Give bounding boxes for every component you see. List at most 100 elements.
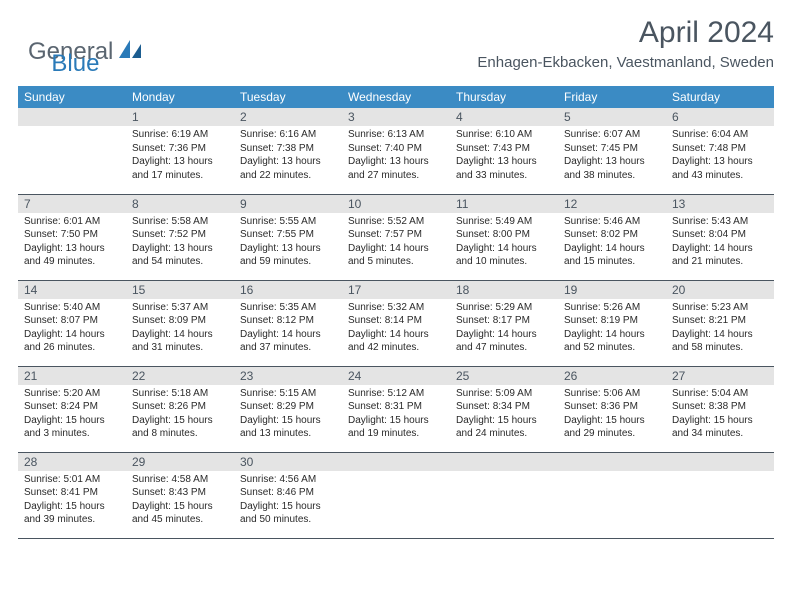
calendar-day-cell: 20Sunrise: 5:23 AMSunset: 8:21 PMDayligh…	[666, 280, 774, 366]
sunrise-text: Sunrise: 5:49 AM	[456, 215, 552, 229]
day-details: Sunrise: 5:06 AMSunset: 8:36 PMDaylight:…	[558, 385, 666, 445]
sunrise-text: Sunrise: 5:52 AM	[348, 215, 444, 229]
day-details: Sunrise: 5:20 AMSunset: 8:24 PMDaylight:…	[18, 385, 126, 445]
sunrise-text: Sunrise: 5:32 AM	[348, 301, 444, 315]
sunset-text: Sunset: 7:55 PM	[240, 228, 336, 242]
daylight-text: Daylight: 14 hours and 10 minutes.	[456, 242, 552, 269]
day-number: 13	[666, 195, 774, 213]
day-number: 2	[234, 108, 342, 126]
logo-word2: Blue	[51, 50, 99, 78]
day-details: Sunrise: 5:49 AMSunset: 8:00 PMDaylight:…	[450, 213, 558, 273]
daylight-text: Daylight: 15 hours and 13 minutes.	[240, 414, 336, 441]
calendar-day-cell	[666, 452, 774, 538]
day-number: 29	[126, 453, 234, 471]
daylight-text: Daylight: 15 hours and 8 minutes.	[132, 414, 228, 441]
day-number: 17	[342, 281, 450, 299]
calendar-day-cell: 11Sunrise: 5:49 AMSunset: 8:00 PMDayligh…	[450, 194, 558, 280]
sunrise-text: Sunrise: 5:46 AM	[564, 215, 660, 229]
daylight-text: Daylight: 14 hours and 5 minutes.	[348, 242, 444, 269]
daylight-text: Daylight: 13 hours and 17 minutes.	[132, 155, 228, 182]
calendar-day-cell: 3Sunrise: 6:13 AMSunset: 7:40 PMDaylight…	[342, 108, 450, 194]
sunset-text: Sunset: 8:29 PM	[240, 400, 336, 414]
month-title: April 2024	[477, 16, 774, 50]
day-number: 18	[450, 281, 558, 299]
day-details: Sunrise: 5:40 AMSunset: 8:07 PMDaylight:…	[18, 299, 126, 359]
day-number: 4	[450, 108, 558, 126]
calendar-day-cell: 9Sunrise: 5:55 AMSunset: 7:55 PMDaylight…	[234, 194, 342, 280]
sunset-text: Sunset: 8:41 PM	[24, 486, 120, 500]
day-number	[558, 453, 666, 471]
sunrise-text: Sunrise: 5:12 AM	[348, 387, 444, 401]
sunrise-text: Sunrise: 6:01 AM	[24, 215, 120, 229]
calendar-day-cell: 16Sunrise: 5:35 AMSunset: 8:12 PMDayligh…	[234, 280, 342, 366]
sunrise-text: Sunrise: 6:16 AM	[240, 128, 336, 142]
calendar-day-cell: 19Sunrise: 5:26 AMSunset: 8:19 PMDayligh…	[558, 280, 666, 366]
sunrise-text: Sunrise: 6:10 AM	[456, 128, 552, 142]
sunrise-text: Sunrise: 5:58 AM	[132, 215, 228, 229]
calendar-day-cell	[18, 108, 126, 194]
daylight-text: Daylight: 13 hours and 43 minutes.	[672, 155, 768, 182]
sunrise-text: Sunrise: 6:13 AM	[348, 128, 444, 142]
day-details: Sunrise: 4:58 AMSunset: 8:43 PMDaylight:…	[126, 471, 234, 531]
day-details: Sunrise: 5:23 AMSunset: 8:21 PMDaylight:…	[666, 299, 774, 359]
sunset-text: Sunset: 7:38 PM	[240, 142, 336, 156]
calendar-day-cell	[558, 452, 666, 538]
calendar-week-row: 28Sunrise: 5:01 AMSunset: 8:41 PMDayligh…	[18, 452, 774, 538]
calendar-day-cell: 8Sunrise: 5:58 AMSunset: 7:52 PMDaylight…	[126, 194, 234, 280]
title-block: April 2024 Enhagen-Ekbacken, Vaestmanlan…	[477, 16, 774, 71]
day-details: Sunrise: 4:56 AMSunset: 8:46 PMDaylight:…	[234, 471, 342, 531]
daylight-text: Daylight: 15 hours and 19 minutes.	[348, 414, 444, 441]
daylight-text: Daylight: 14 hours and 58 minutes.	[672, 328, 768, 355]
day-number: 8	[126, 195, 234, 213]
sunset-text: Sunset: 7:48 PM	[672, 142, 768, 156]
sunset-text: Sunset: 7:50 PM	[24, 228, 120, 242]
calendar-day-cell: 30Sunrise: 4:56 AMSunset: 8:46 PMDayligh…	[234, 452, 342, 538]
daylight-text: Daylight: 14 hours and 21 minutes.	[672, 242, 768, 269]
sunset-text: Sunset: 8:00 PM	[456, 228, 552, 242]
daylight-text: Daylight: 13 hours and 59 minutes.	[240, 242, 336, 269]
sunrise-text: Sunrise: 5:20 AM	[24, 387, 120, 401]
sunset-text: Sunset: 8:26 PM	[132, 400, 228, 414]
day-number: 26	[558, 367, 666, 385]
sunrise-text: Sunrise: 5:01 AM	[24, 473, 120, 487]
calendar-day-cell: 1Sunrise: 6:19 AMSunset: 7:36 PMDaylight…	[126, 108, 234, 194]
sunrise-text: Sunrise: 5:37 AM	[132, 301, 228, 315]
calendar-week-row: 14Sunrise: 5:40 AMSunset: 8:07 PMDayligh…	[18, 280, 774, 366]
calendar-day-cell	[342, 452, 450, 538]
sunrise-text: Sunrise: 5:40 AM	[24, 301, 120, 315]
day-details: Sunrise: 6:13 AMSunset: 7:40 PMDaylight:…	[342, 126, 450, 186]
day-details: Sunrise: 6:07 AMSunset: 7:45 PMDaylight:…	[558, 126, 666, 186]
day-number: 24	[342, 367, 450, 385]
day-details: Sunrise: 5:15 AMSunset: 8:29 PMDaylight:…	[234, 385, 342, 445]
calendar-week-row: 7Sunrise: 6:01 AMSunset: 7:50 PMDaylight…	[18, 194, 774, 280]
calendar-day-cell: 13Sunrise: 5:43 AMSunset: 8:04 PMDayligh…	[666, 194, 774, 280]
daylight-text: Daylight: 14 hours and 52 minutes.	[564, 328, 660, 355]
weekday-header: Sunday	[18, 86, 126, 108]
sunset-text: Sunset: 7:40 PM	[348, 142, 444, 156]
day-number: 3	[342, 108, 450, 126]
calendar-day-cell: 29Sunrise: 4:58 AMSunset: 8:43 PMDayligh…	[126, 452, 234, 538]
sunset-text: Sunset: 7:43 PM	[456, 142, 552, 156]
daylight-text: Daylight: 14 hours and 31 minutes.	[132, 328, 228, 355]
calendar-day-cell: 4Sunrise: 6:10 AMSunset: 7:43 PMDaylight…	[450, 108, 558, 194]
day-number: 19	[558, 281, 666, 299]
weekday-header: Thursday	[450, 86, 558, 108]
sunset-text: Sunset: 7:45 PM	[564, 142, 660, 156]
sunrise-text: Sunrise: 6:19 AM	[132, 128, 228, 142]
sunrise-text: Sunrise: 5:06 AM	[564, 387, 660, 401]
day-number: 20	[666, 281, 774, 299]
calendar-week-row: 1Sunrise: 6:19 AMSunset: 7:36 PMDaylight…	[18, 108, 774, 194]
day-number: 27	[666, 367, 774, 385]
calendar-day-cell: 18Sunrise: 5:29 AMSunset: 8:17 PMDayligh…	[450, 280, 558, 366]
day-details: Sunrise: 5:58 AMSunset: 7:52 PMDaylight:…	[126, 213, 234, 273]
day-details: Sunrise: 5:52 AMSunset: 7:57 PMDaylight:…	[342, 213, 450, 273]
day-number: 6	[666, 108, 774, 126]
day-details: Sunrise: 6:19 AMSunset: 7:36 PMDaylight:…	[126, 126, 234, 186]
day-details: Sunrise: 5:04 AMSunset: 8:38 PMDaylight:…	[666, 385, 774, 445]
calendar-day-cell: 6Sunrise: 6:04 AMSunset: 7:48 PMDaylight…	[666, 108, 774, 194]
daylight-text: Daylight: 15 hours and 29 minutes.	[564, 414, 660, 441]
daylight-text: Daylight: 13 hours and 38 minutes.	[564, 155, 660, 182]
logo: General Blue	[28, 26, 99, 78]
sunset-text: Sunset: 8:36 PM	[564, 400, 660, 414]
sunset-text: Sunset: 8:38 PM	[672, 400, 768, 414]
